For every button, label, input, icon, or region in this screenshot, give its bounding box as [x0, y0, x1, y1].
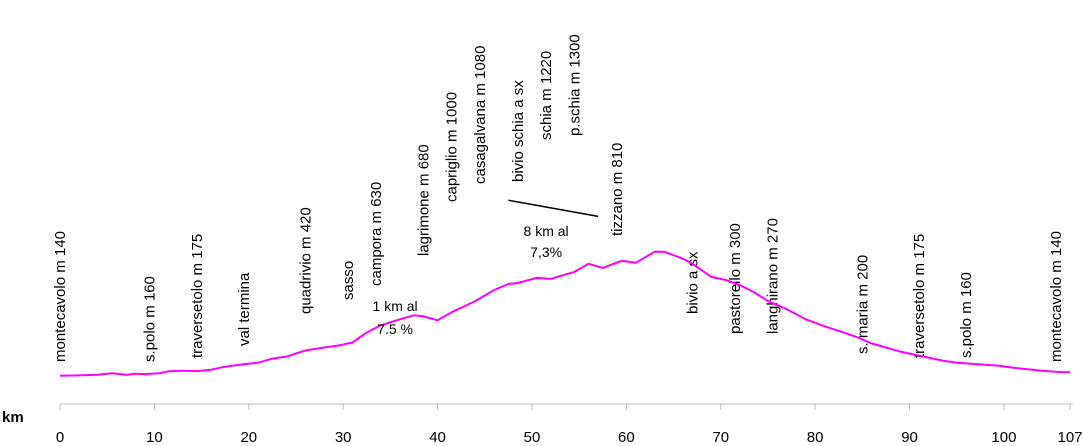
place-label: campora m 630 [368, 182, 385, 286]
place-label: capriglio m 1000 [444, 92, 461, 202]
place-label: langhirano m 270 [765, 218, 782, 334]
place-label: schia m 1220 [538, 51, 555, 140]
grade-marker-line [508, 199, 599, 218]
x-tick-label: 50 [524, 429, 541, 446]
place-label: val termina [236, 272, 253, 346]
place-label: montecavolo m 140 [1048, 231, 1065, 362]
gradient-annotations: 1 km al 7.5 % 8 km al 7,3% [373, 223, 569, 337]
x-tick-label: 40 [429, 429, 446, 446]
x-tick-label: 80 [807, 429, 824, 446]
place-label: quadrivio m 420 [297, 207, 314, 314]
x-axis-tick-labels: 0 10 20 30 40 50 60 70 80 90 100 107 [56, 429, 1083, 446]
x-tick-label: 60 [618, 429, 635, 446]
annotation-line-1: 1 km al [373, 298, 418, 314]
place-label: tizzano m 810 [609, 143, 626, 236]
x-axis-ticks [59, 404, 1071, 410]
annotation-line-2: 7,3% [530, 244, 562, 260]
place-label: p.schia m 1300 [566, 34, 583, 136]
x-tick-label: 90 [901, 429, 918, 446]
place-label: s. maria m 200 [854, 255, 871, 354]
x-tick-label: 10 [146, 429, 163, 446]
place-labels: montecavolo m 140 s.polo m 160 traversetol… [52, 34, 1065, 362]
place-label: traversetolo m 175 [189, 234, 206, 358]
annotation-line-2: 7.5 % [377, 321, 413, 337]
x-axis-unit-label: km [2, 409, 24, 426]
place-label: bivio schia a sx [510, 80, 527, 182]
place-label: montecavolo m 140 [52, 231, 69, 362]
x-tick-label: 107 [1057, 429, 1082, 446]
x-tick-label: 0 [56, 429, 64, 446]
place-label: casagalvana m 1080 [472, 46, 489, 184]
elevation-line [59, 250, 1071, 377]
place-label: lagrimone m 680 [415, 144, 432, 256]
x-tick-label: 100 [991, 429, 1016, 446]
place-label: s.polo m 160 [142, 276, 159, 362]
annotation-line-1: 8 km al [524, 223, 569, 239]
place-label: s.polo m 160 [958, 272, 975, 358]
x-tick-label: 20 [240, 429, 257, 446]
x-tick-label: 70 [712, 429, 729, 446]
place-label: pastorello m 300 [727, 223, 744, 334]
x-tick-label: 30 [335, 429, 352, 446]
place-label: sasso [340, 261, 357, 300]
place-label: traversetolo m 175 [911, 234, 928, 358]
